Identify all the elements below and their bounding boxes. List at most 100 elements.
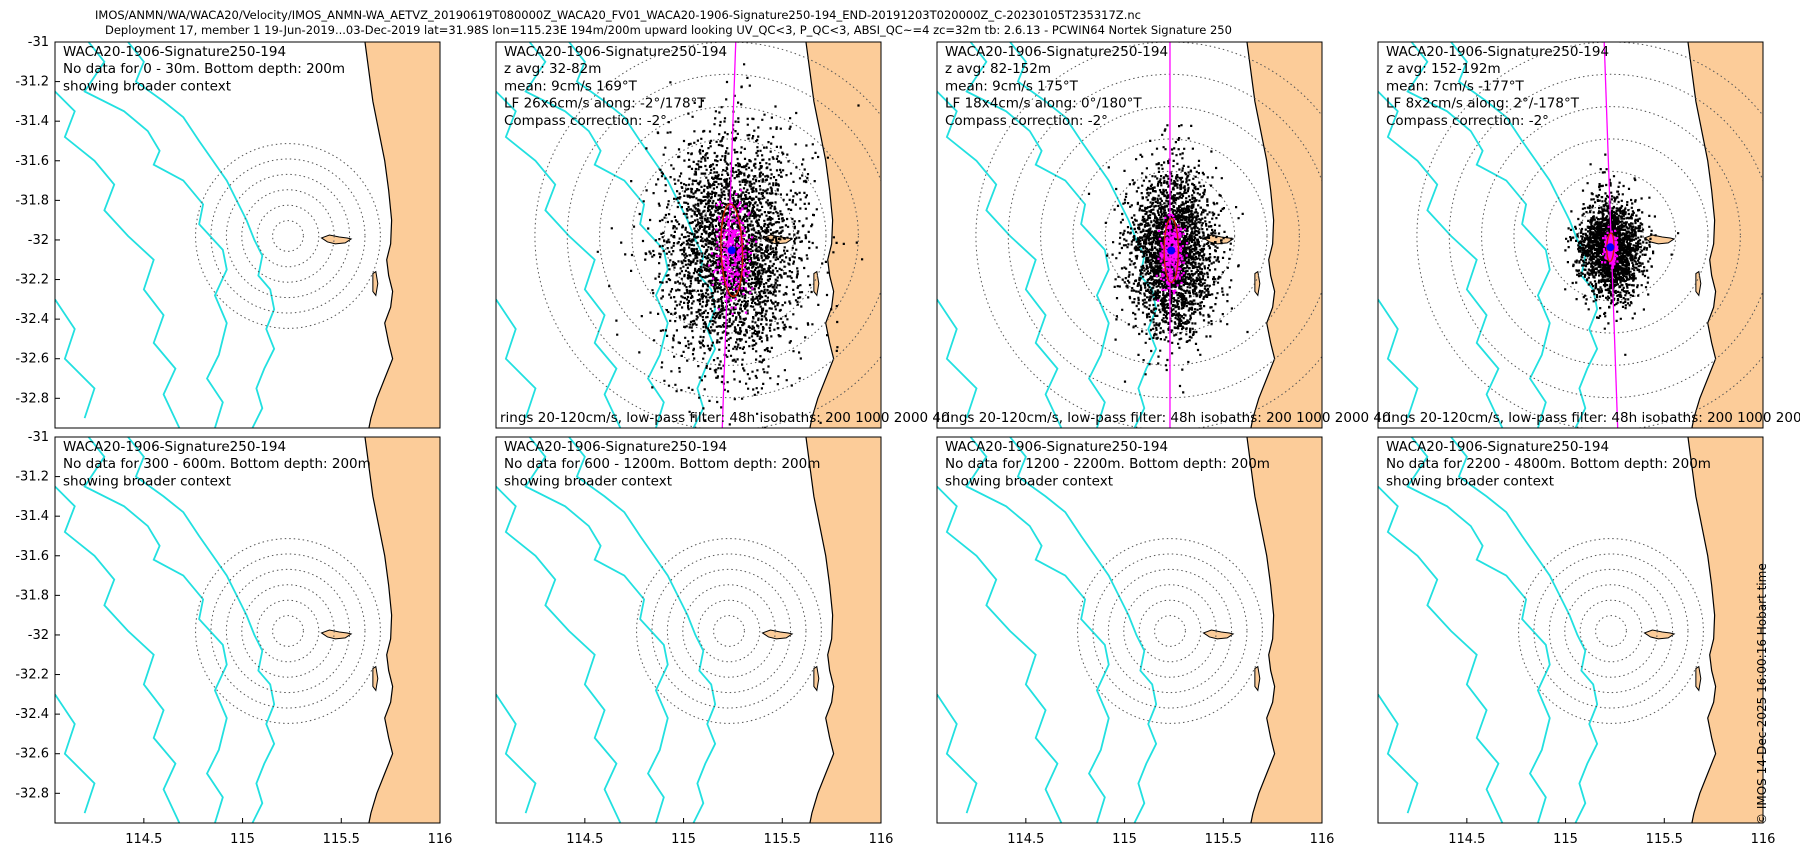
speed-ring-2 (256, 599, 320, 663)
x-tick-label: 116 (869, 832, 894, 847)
isobath-line-1 (1450, 42, 1599, 428)
variance-ellipse (1163, 217, 1180, 284)
panel-footer: rings 20-120cm/s, low-pass filter: 48h i… (1382, 410, 1800, 426)
y-tick-label: -32 (28, 233, 49, 248)
speed-ring-6 (636, 538, 822, 724)
speed-ring-6 (1518, 538, 1704, 724)
panel-label-line: WACA20-1906-Signature250-194 (504, 439, 727, 455)
panel-frame (1377, 41, 1764, 429)
land-area (1687, 42, 1763, 428)
speed-ring-5 (566, 73, 881, 399)
speed-ring-2 (1545, 170, 1677, 302)
speed-ring-4 (225, 568, 351, 694)
panel-frame (495, 436, 882, 824)
isobath-line-2 (524, 42, 669, 428)
panel-label-line: showing broader context (945, 473, 1113, 489)
y-tick-label: -31 (28, 35, 49, 50)
isobath-line-2 (83, 437, 228, 823)
y-tick-label: -32.6 (15, 747, 49, 762)
panel-label-line: Compass correction: -2° (1386, 113, 1549, 129)
isobath-line-1 (568, 437, 717, 823)
garden-island (1695, 270, 1702, 297)
panel-row1-col4 (1378, 42, 1763, 428)
speed-ring-3 (1564, 584, 1658, 678)
y-tick-label: -32.6 (15, 352, 49, 367)
panel-label-line: z avg: 32-82m (504, 61, 601, 77)
isobath-line-2 (1406, 437, 1551, 823)
rottnest-island (320, 629, 353, 640)
isobath-line-3 (496, 90, 622, 428)
coastline (805, 437, 835, 823)
isobath-line-4 (1378, 693, 1419, 814)
speed-ring-5 (651, 553, 807, 709)
y-tick-label: -31.8 (15, 193, 49, 208)
isobath-line-3 (55, 90, 181, 428)
panel-label-line: WACA20-1906-Signature250-194 (504, 44, 727, 60)
isobath-line-3 (496, 485, 622, 823)
isobath-line-4 (937, 693, 978, 814)
land-area (1246, 437, 1322, 823)
y-tick-label: -31 (28, 430, 49, 445)
panel-label-line: Compass correction: -2° (945, 113, 1108, 129)
isobath-line-4 (496, 693, 537, 814)
panel-frame (936, 41, 1323, 429)
panel-frame (1377, 436, 1764, 824)
y-tick-label: -31.2 (15, 75, 49, 90)
isobath-line-1 (127, 42, 276, 428)
speed-ring-3 (1513, 138, 1709, 334)
velocity-scatter (1564, 153, 1680, 356)
y-tick-label: -32 (28, 628, 49, 643)
y-tick-label: -31.8 (15, 588, 49, 603)
speed-ring-4 (1481, 106, 1741, 366)
x-tick-label: 115 (671, 832, 696, 847)
isobath-line-1 (1009, 42, 1158, 428)
panel-footer: rings 20-120cm/s, low-pass filter: 48h i… (941, 410, 1391, 426)
speed-ring-3 (1072, 138, 1268, 334)
x-tick-label: 114.5 (566, 832, 603, 847)
rottnest-island (1643, 629, 1676, 640)
panel-label-line: z avg: 82-152m (945, 61, 1051, 77)
speed-ring-6 (195, 538, 381, 724)
panel-label-line: WACA20-1906-Signature250-194 (945, 439, 1168, 455)
panel-label-line: Compass correction: -2° (504, 113, 667, 129)
y-tick-label: -32.2 (15, 668, 49, 683)
land-area (364, 437, 440, 823)
garden-island (813, 665, 820, 692)
rottnest-island (1202, 234, 1235, 245)
panel-row1-col3 (937, 42, 1322, 428)
y-tick-label: -32.4 (15, 707, 49, 722)
y-tick-label: -32.8 (15, 786, 49, 801)
isobath-line-4 (496, 298, 537, 419)
mean-velocity-marker (1167, 246, 1176, 255)
isobath-line-2 (965, 437, 1110, 823)
panel-footer: rings 20-120cm/s, low-pass filter: 48h i… (500, 410, 950, 426)
land-area (1687, 437, 1763, 823)
coastline (1687, 437, 1717, 823)
isobath-line-3 (55, 485, 181, 823)
panel-row1-col1 (55, 42, 440, 428)
panel-label-line: WACA20-1906-Signature250-194 (945, 44, 1168, 60)
land-area (1246, 42, 1322, 428)
panel-label-line: WACA20-1906-Signature250-194 (1386, 439, 1609, 455)
panel-frame (495, 41, 882, 429)
isobath-line-4 (55, 298, 96, 419)
x-tick-label: 115 (230, 832, 255, 847)
speed-ring-2 (1579, 599, 1643, 663)
panel-label-line: No data for 300 - 600m. Bottom depth: 20… (63, 456, 371, 472)
x-tick-label: 115.5 (323, 832, 360, 847)
panel-frame (936, 436, 1323, 824)
y-tick-label: -31.6 (15, 549, 49, 564)
speed-ring-1 (713, 615, 745, 647)
speed-ring-6 (1077, 538, 1263, 724)
coastline (1687, 42, 1717, 428)
y-tick-label: -32.4 (15, 312, 49, 327)
speed-ring-6 (195, 143, 381, 329)
speed-ring-5 (210, 553, 366, 709)
isobath-line-3 (937, 485, 1063, 823)
principal-axis-line (721, 42, 737, 428)
y-tick-label: -32.8 (15, 391, 49, 406)
garden-island (1695, 665, 1702, 692)
panel-label-line: showing broader context (504, 473, 672, 489)
garden-island (813, 270, 820, 297)
rottnest-island (761, 629, 794, 640)
